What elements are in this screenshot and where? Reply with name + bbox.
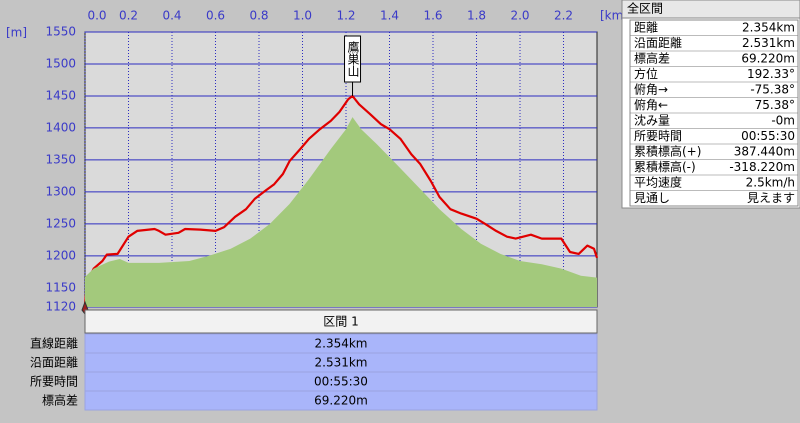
y-tick-label: 1250	[45, 216, 76, 230]
table-label: 直線距離	[30, 336, 78, 351]
summary-table-frame	[629, 19, 799, 207]
summary-value: 387.440m	[734, 145, 795, 159]
summary-label: 見通し	[634, 191, 670, 205]
summary-value: 2.5km/h	[746, 176, 795, 190]
table-label: 標高差	[42, 393, 78, 408]
x-tick-label: 0.0	[87, 9, 106, 23]
summary-panel	[621, 0, 800, 209]
x-tick-label: 1.2	[336, 9, 355, 23]
y-tick-label: 1120	[45, 300, 76, 314]
summary-value: 69.220m	[741, 52, 795, 66]
table-value-cell	[84, 390, 598, 411]
plot: 鷹巣山	[83, 31, 599, 308]
table-label: 所要時間	[30, 375, 78, 389]
x-tick-label: 1.0	[293, 9, 312, 23]
table-value: 2.354km	[315, 337, 368, 351]
table-label: 沿面距離	[30, 356, 78, 370]
x-tick-label: 0.6	[206, 9, 225, 23]
summary-label: 距離	[634, 21, 658, 35]
table-value: 00:55:30	[314, 375, 368, 389]
x-tick-label: 2.0	[510, 9, 529, 23]
summary-value: 見えます	[747, 191, 795, 205]
summary-value: 192.33°	[747, 67, 795, 81]
summary-value: 2.531km	[742, 36, 795, 50]
x-tick-label: 0.2	[119, 9, 138, 23]
table-header-cell	[84, 309, 598, 334]
summary-value: -75.38°	[750, 83, 795, 97]
summary-value: -0m	[771, 114, 795, 128]
x-tick-label: 0.8	[249, 9, 268, 23]
table-value: 69.220m	[314, 394, 368, 408]
summary-value: 75.38°	[755, 98, 795, 112]
summary-header	[621, 0, 800, 19]
summary-label: 沿面距離	[634, 36, 682, 50]
x-tick-label: 2.2	[554, 9, 573, 23]
summary-label: 俯角→	[634, 82, 668, 97]
summary-value: 00:55:30	[741, 129, 795, 143]
summary-label: 累積標高(+)	[634, 144, 701, 159]
x-tick-label: 1.4	[380, 9, 399, 23]
annotation: 鷹巣山	[346, 40, 360, 77]
route-line	[83, 94, 599, 305]
y-tick-label: 1550	[45, 25, 76, 39]
summary-label: 平均速度	[634, 175, 682, 190]
x-tick-label: 1.6	[423, 9, 442, 23]
summary-value: 2.354km	[742, 21, 795, 35]
y-tick-label: 1500	[45, 56, 76, 70]
summary-value: -318.220m	[729, 160, 795, 174]
y-tick-label: 1300	[45, 184, 76, 198]
table-value: 2.531km	[315, 356, 368, 370]
summary-title: 全区間	[627, 1, 663, 16]
terrain-area	[85, 117, 597, 307]
y-tick-label: 1200	[45, 248, 76, 262]
table-header: 区間 1	[323, 315, 358, 329]
summary-label: 沈み量	[634, 113, 670, 128]
y-unit: [m]	[6, 26, 27, 40]
summary-label: 俯角←	[634, 97, 668, 112]
summary-label: 方位	[634, 66, 658, 81]
y-tick-label: 1400	[45, 120, 76, 134]
summary-label: 所要時間	[634, 129, 682, 143]
x-tick-label: 0.4	[162, 9, 181, 23]
summary-label: 標高差	[634, 51, 670, 66]
y-tick-label: 1150	[45, 280, 76, 294]
y-tick-label: 1450	[45, 88, 76, 102]
annotation-box	[344, 35, 362, 83]
x-tick-label: 1.8	[467, 9, 486, 23]
y-tick-label: 1350	[45, 152, 76, 166]
summary-label: 累積標高(-)	[634, 159, 696, 174]
x-unit: [km]	[600, 9, 628, 23]
summary-rows: 距離 2.354km 沿面距離 2.531km 標高差 69.220m 方位 192.33° 俯…	[629, 19, 799, 207]
section-table: 区間 1 直線距離 2.354km 沿面距離 2.531km 所要時間 00:55:30 標高…	[30, 309, 598, 411]
